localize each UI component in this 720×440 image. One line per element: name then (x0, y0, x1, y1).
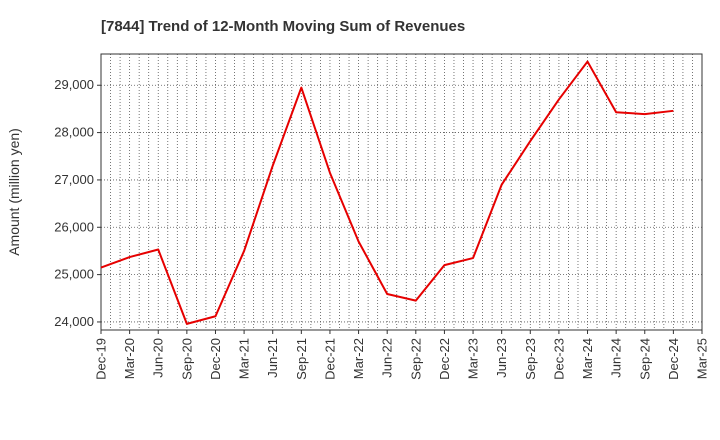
x-tick-label: Dec-21 (322, 338, 337, 380)
x-tick-label: Dec-22 (437, 338, 452, 380)
x-tick-label: Dec-20 (208, 338, 223, 380)
y-tick-label: 29,000 (54, 77, 94, 92)
x-tick-label: Jun-24 (609, 338, 624, 378)
grid (100, 54, 703, 330)
x-tick-label: Sep-24 (637, 338, 652, 380)
y-tick-label: 27,000 (54, 172, 94, 187)
x-tick-label: Jun-22 (380, 338, 395, 378)
x-tick-label: Jun-23 (494, 338, 509, 378)
x-tick-label: Mar-20 (122, 338, 137, 379)
x-tick-label: Jun-20 (151, 338, 166, 378)
x-axis: Dec-19 Mar-20 Jun-20 Sep-20 Dec-20 Mar-21 Jun-… (94, 330, 710, 380)
y-axis: 24,000 25,000 26,000 27,000 28,000 29,000 (54, 77, 101, 329)
y-tick-label: 25,000 (54, 267, 94, 282)
x-tick-label: Mar-23 (466, 338, 481, 379)
series-group (100, 60, 674, 325)
chart-title: [7844] Trend of 12-Month Moving Sum of R… (101, 18, 465, 35)
y-tick-label: 24,000 (54, 314, 94, 329)
x-tick-label: Dec-24 (666, 338, 681, 380)
x-tick-label: Mar-21 (237, 338, 252, 379)
x-tick-label: Mar-24 (580, 338, 595, 379)
plot-area-border (100, 53, 703, 331)
x-tick-label: Jun-21 (265, 338, 280, 378)
y-axis-label: Amount (million yen) (6, 128, 22, 256)
x-tick-label: Dec-23 (551, 338, 566, 380)
x-tick-label: Dec-19 (94, 338, 109, 380)
y-tick-label: 28,000 (54, 125, 94, 140)
series-line (100, 60, 674, 325)
y-tick-label: 26,000 (54, 219, 94, 234)
x-tick-label: Mar-25 (695, 338, 710, 379)
x-tick-label: Sep-20 (179, 338, 194, 380)
x-tick-label: Sep-23 (523, 338, 538, 380)
x-tick-label: Sep-21 (294, 338, 309, 380)
x-tick-label: Sep-22 (408, 338, 423, 380)
x-tick-label: Mar-22 (351, 338, 366, 379)
